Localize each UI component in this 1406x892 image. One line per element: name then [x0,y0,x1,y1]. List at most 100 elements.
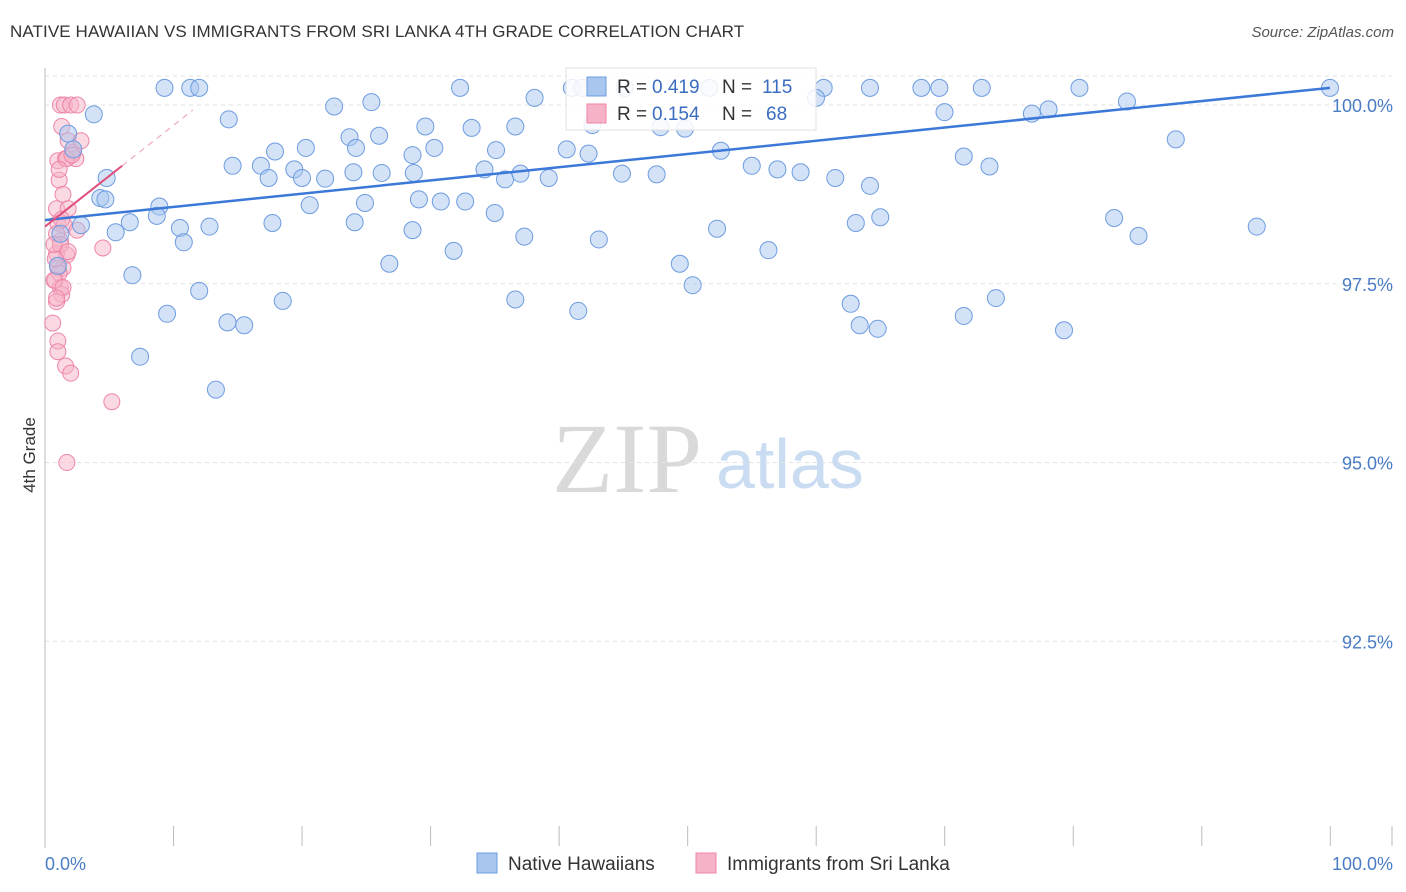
point-native-hawaiian [557,140,576,159]
legend: Native Hawaiians Immigrants from Sri Lan… [476,852,950,875]
point-native-hawaiian [174,233,193,252]
point-sri-lanka [54,185,72,203]
point-native-hawaiian [826,168,845,187]
point-native-hawaiian [59,124,78,143]
legend-swatch-sri-lanka [695,852,717,874]
point-native-hawaiian [218,313,237,332]
point-native-hawaiian [84,105,103,124]
point-native-hawaiian [647,165,666,184]
point-native-hawaiian [431,192,450,211]
point-sri-lanka [50,160,68,178]
point-native-hawaiian [487,141,506,160]
stats-n-value-2: 68 [766,104,787,125]
point-native-hawaiian [1055,321,1074,340]
point-native-hawaiian [846,213,865,232]
point-native-hawaiian [1070,78,1089,97]
point-native-hawaiian [316,169,335,188]
point-native-hawaiian [579,144,598,163]
point-native-hawaiian [589,230,608,249]
point-native-hawaiian [235,316,254,335]
point-native-hawaiian [293,168,311,187]
source-credit: Source: ZipAtlas.com [1251,24,1394,41]
point-native-hawaiian [1166,130,1185,149]
point-native-hawaiian [64,140,83,159]
watermark-zip: ZIP [552,403,702,514]
point-native-hawaiian [370,126,389,145]
stats-r-value-2: 0.154 [652,104,700,125]
point-native-hawaiian [980,157,999,176]
point-native-hawaiian [954,147,973,166]
point-native-hawaiian [930,78,949,97]
point-sri-lanka [49,343,67,361]
point-native-hawaiian [425,138,444,157]
point-native-hawaiian [791,163,810,182]
point-native-hawaiian [986,289,1005,308]
point-native-hawaiian [200,217,219,236]
stats-box: R = 0.419 N = 115 R = 0.154 N = 68 [565,67,817,131]
point-native-hawaiian [1105,208,1124,227]
point-sri-lanka [62,364,80,382]
point-sri-lanka [68,96,86,114]
point-sri-lanka [59,243,77,261]
axes [44,68,1393,848]
point-native-hawaiian [860,78,879,97]
legend-label-native-hawaiians: Native Hawaiians [508,854,655,875]
stats-n-value-1: 115 [762,77,792,98]
point-native-hawaiian [612,164,631,183]
y-tick-label: 100.0% [1332,96,1393,116]
point-native-hawaiian [345,213,364,232]
point-native-hawaiian [451,78,470,97]
point-native-hawaiian [223,156,242,175]
legend-label-sri-lanka: Immigrants from Sri Lanka [727,854,950,875]
trend-extension-sri-lanka [121,109,194,167]
y-tick-label: 95.0% [1342,454,1393,474]
point-native-hawaiian [683,276,702,295]
y-tick-label: 92.5% [1342,632,1393,652]
legend-swatch-native-hawaiians [476,852,498,874]
stats-swatch-pink [586,103,607,124]
point-native-hawaiian [759,241,778,260]
point-native-hawaiian [871,208,890,227]
point-native-hawaiian [708,219,727,238]
point-native-hawaiian [48,256,67,275]
point-native-hawaiian [972,78,991,97]
point-native-hawaiian [372,163,391,182]
point-native-hawaiian [219,110,238,129]
stats-swatch-blue [586,76,607,97]
point-native-hawaiian [485,203,504,222]
stats-n-label-1: N = [722,77,752,98]
point-native-hawaiian [525,88,544,107]
trend-line-native-hawaiians [44,86,1331,222]
point-sri-lanka [58,454,76,472]
point-native-hawaiian [1247,217,1266,236]
y-tick-label: 97.5% [1342,275,1393,295]
stats-r-value-1: 0.419 [652,77,700,98]
point-native-hawaiian [147,206,166,225]
y-tick-labels: 100.0% 97.5% 95.0% 92.5% [1332,96,1393,652]
point-native-hawaiian [868,319,887,338]
stats-r-label-1: R = [617,77,647,98]
point-native-hawaiian [912,78,931,97]
point-native-hawaiian [259,168,278,187]
point-native-hawaiian [569,301,588,320]
point-sri-lanka [44,314,62,332]
stats-r-label-2: R = [617,104,647,125]
point-native-hawaiian [344,163,363,182]
point-native-hawaiian [935,103,954,122]
point-native-hawaiian [670,254,689,273]
stats-n-label-2: N = [722,104,752,125]
point-native-hawaiian [742,156,761,175]
point-native-hawaiian [325,97,344,116]
point-native-hawaiian [768,160,787,179]
point-native-hawaiian [51,224,70,243]
point-native-hawaiian [71,216,90,235]
point-native-hawaiian [206,380,225,399]
point-native-hawaiian [190,78,209,97]
series-sri-lanka-points [44,96,121,472]
point-sri-lanka [48,289,66,307]
point-native-hawaiian [273,291,292,310]
trend-line-sri-lanka [44,165,123,228]
point-native-hawaiian [120,213,139,232]
point-native-hawaiian [123,266,142,285]
